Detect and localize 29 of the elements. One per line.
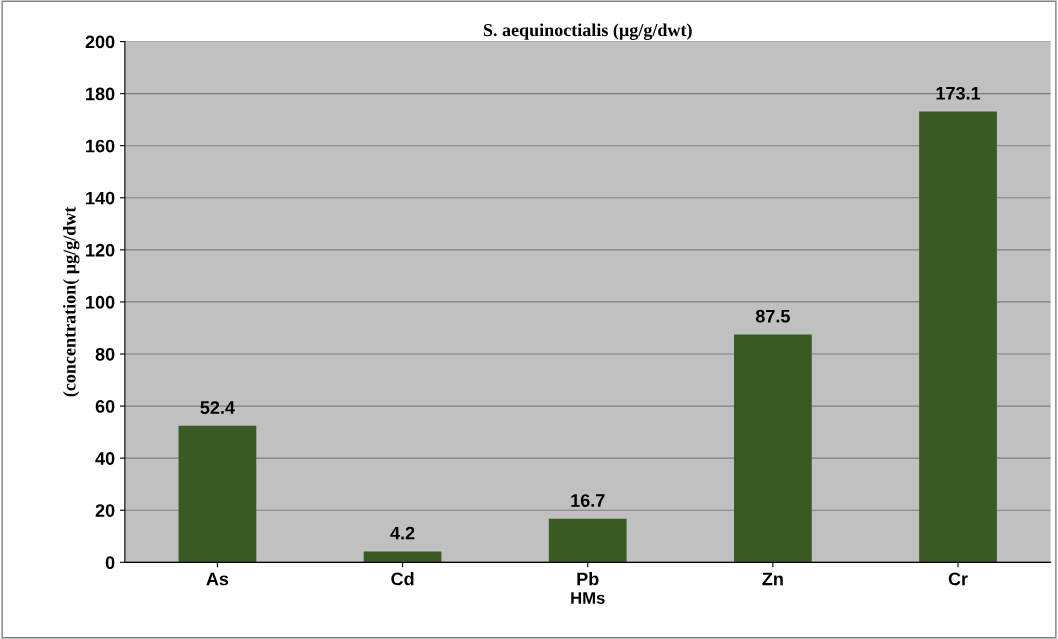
y-tick-label: 100 — [86, 295, 115, 309]
x-tick-label: Pb — [577, 572, 599, 586]
y-tick-label: 140 — [86, 191, 115, 205]
x-tick-label: As — [206, 572, 229, 586]
y-tick-label: 20 — [95, 504, 115, 517]
y-tick-label: 60 — [95, 400, 115, 413]
y-tick-label: 180 — [86, 87, 115, 101]
y-tick-label: 200 — [85, 35, 115, 49]
y-tick-label: 120 — [86, 243, 115, 257]
data-label: 16.7 — [571, 494, 605, 507]
chart-title: S. aequinoctialis (µg/g/dwt) — [483, 23, 692, 40]
data-label: 4.2 — [390, 526, 415, 540]
x-axis-title: HMs — [571, 592, 605, 604]
bar — [733, 334, 812, 563]
y-tick-label: 40 — [95, 452, 115, 465]
bar — [548, 518, 627, 563]
x-tick-label: Cr — [948, 572, 968, 586]
bar — [363, 551, 442, 563]
y-tick-label: 0 — [105, 556, 115, 570]
y-axis-title: (concentration( µg/g/dwt — [62, 206, 80, 397]
y-tick-label: 160 — [86, 139, 115, 153]
data-label: 87.5 — [755, 309, 790, 323]
data-label: 52.4 — [200, 401, 235, 414]
data-label: 173.1 — [936, 86, 981, 100]
y-tick-label: 80 — [95, 347, 115, 361]
bar — [919, 111, 997, 563]
x-tick-label: Zn — [762, 572, 783, 586]
bar — [178, 425, 257, 563]
x-tick-label: Cd — [391, 572, 414, 586]
